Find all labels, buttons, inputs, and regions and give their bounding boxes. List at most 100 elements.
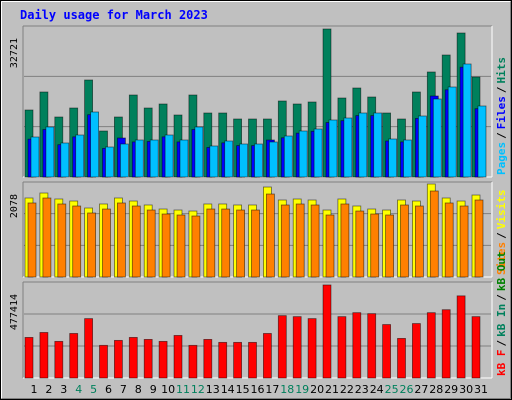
bar bbox=[352, 312, 362, 379]
legend-entry: Pages bbox=[495, 142, 508, 175]
bar bbox=[114, 339, 123, 379]
bar bbox=[45, 126, 55, 178]
bar bbox=[429, 190, 439, 278]
bar bbox=[295, 203, 305, 278]
y-tick-label: 477414 bbox=[9, 294, 20, 330]
x-tick-label: 25 bbox=[385, 383, 399, 396]
bar bbox=[179, 139, 189, 178]
legend: Sites / Visits bbox=[495, 190, 508, 276]
x-tick-label: 26 bbox=[400, 383, 414, 396]
x-tick-label: 20 bbox=[310, 383, 324, 396]
bar bbox=[84, 318, 93, 379]
bar bbox=[283, 135, 293, 178]
x-tick-label: 30 bbox=[459, 383, 473, 396]
legend-entry: Visits bbox=[495, 190, 508, 230]
bar bbox=[143, 339, 153, 379]
bar bbox=[411, 323, 421, 379]
bar bbox=[397, 338, 406, 379]
x-tick-label: 4 bbox=[75, 383, 82, 396]
bar bbox=[382, 324, 392, 379]
bar bbox=[24, 337, 34, 379]
bar bbox=[307, 318, 317, 379]
x-tick-label: 7 bbox=[120, 383, 127, 396]
bar bbox=[203, 339, 213, 379]
legend: Pages / Files / Hits bbox=[495, 57, 508, 175]
x-tick-label: 8 bbox=[135, 383, 142, 396]
x-tick-label: 21 bbox=[325, 383, 339, 396]
bar bbox=[277, 315, 287, 379]
bar bbox=[87, 212, 96, 278]
bar bbox=[27, 202, 37, 278]
bar bbox=[248, 341, 257, 379]
bar bbox=[426, 312, 436, 379]
bar bbox=[456, 295, 466, 379]
x-tick-label: 15 bbox=[236, 383, 250, 396]
bar bbox=[188, 344, 198, 379]
y-tick-label: 32721 bbox=[9, 38, 20, 68]
bar bbox=[161, 213, 171, 278]
bar bbox=[254, 143, 263, 178]
bar bbox=[280, 204, 290, 278]
bar bbox=[233, 341, 243, 379]
bar bbox=[474, 199, 484, 278]
chart-title: Daily usage for March 2023 bbox=[20, 8, 208, 22]
bar bbox=[459, 205, 469, 278]
legend-separator: / bbox=[495, 340, 508, 347]
x-tick-label: 3 bbox=[60, 383, 67, 396]
bar bbox=[218, 341, 228, 379]
x-tick-label: 9 bbox=[150, 383, 157, 396]
bar bbox=[173, 335, 183, 379]
bar bbox=[206, 208, 216, 278]
bar bbox=[403, 139, 412, 178]
bar bbox=[194, 126, 204, 178]
bar bbox=[414, 205, 424, 278]
bar bbox=[444, 202, 454, 278]
x-tick-label: 18 bbox=[280, 383, 294, 396]
bar bbox=[477, 105, 487, 178]
bar bbox=[325, 214, 335, 278]
legend: kB F / kB In / kB Out bbox=[495, 251, 508, 376]
bar bbox=[400, 204, 409, 278]
bar bbox=[191, 215, 201, 278]
bar bbox=[236, 209, 246, 278]
legend-entry: Sites bbox=[495, 242, 508, 275]
legend-separator: / bbox=[495, 132, 508, 139]
x-tick-label: 29 bbox=[444, 383, 458, 396]
bar bbox=[417, 115, 427, 178]
x-tick-label: 11 bbox=[176, 383, 190, 396]
x-tick-label: 13 bbox=[206, 383, 220, 396]
legend-entry: kB F bbox=[495, 350, 508, 377]
panel bbox=[23, 282, 492, 378]
bar bbox=[441, 309, 451, 379]
bar bbox=[69, 333, 79, 379]
bar bbox=[99, 344, 108, 379]
x-tick-label: 22 bbox=[340, 383, 354, 396]
x-tick-label: 5 bbox=[90, 383, 97, 396]
bar bbox=[367, 313, 377, 379]
bar bbox=[117, 202, 126, 278]
bar bbox=[265, 193, 275, 278]
x-tick-label: 19 bbox=[295, 383, 309, 396]
bar bbox=[209, 145, 219, 178]
bar bbox=[149, 139, 159, 178]
bar bbox=[322, 284, 332, 379]
bar bbox=[385, 214, 395, 278]
bar bbox=[337, 316, 347, 379]
bar bbox=[75, 134, 85, 178]
bar bbox=[164, 134, 174, 178]
x-tick-label: 10 bbox=[161, 383, 175, 396]
x-tick-label: 6 bbox=[105, 383, 112, 396]
bar bbox=[224, 140, 234, 178]
bar bbox=[447, 86, 457, 178]
bar bbox=[239, 143, 249, 178]
bar bbox=[128, 337, 138, 379]
bar bbox=[131, 205, 141, 278]
bar bbox=[120, 143, 129, 178]
x-tick-label: 31 bbox=[474, 383, 488, 396]
bar bbox=[60, 142, 70, 178]
x-tick-label: 24 bbox=[370, 383, 384, 396]
bar bbox=[102, 208, 111, 278]
bar bbox=[370, 213, 380, 278]
legend-entry: Hits bbox=[495, 57, 508, 84]
